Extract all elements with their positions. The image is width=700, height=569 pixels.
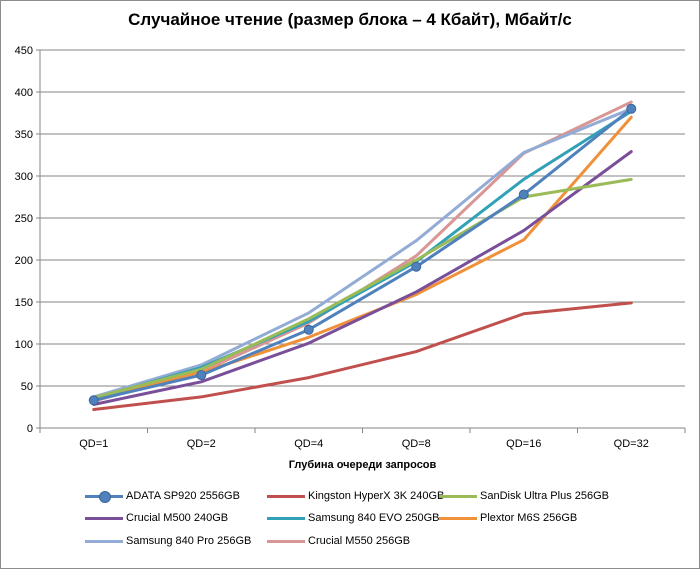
x-tick-label: QD=32 <box>614 438 649 450</box>
series-line <box>92 107 633 402</box>
series-line <box>92 115 633 401</box>
series-line <box>92 150 633 406</box>
y-tick-label: 100 <box>15 339 33 351</box>
y-tick-label: 400 <box>15 87 33 99</box>
series-line <box>92 301 633 412</box>
series-line <box>92 109 633 401</box>
series-point <box>88 395 99 406</box>
y-tick-label: 450 <box>15 45 33 57</box>
chart-title: Случайное чтение (размер блока – 4 Кбайт… <box>128 10 572 29</box>
x-tick-label: QD=2 <box>187 438 216 450</box>
series-line <box>92 100 633 403</box>
x-tick-label: QD=1 <box>79 438 108 450</box>
series-point <box>518 189 529 200</box>
series-point <box>303 324 314 335</box>
series-line <box>92 107 633 399</box>
x-tick-label: QD=16 <box>506 438 541 450</box>
x-axis-title: Глубина очереди запросов <box>288 459 437 471</box>
x-tick-label: QD=4 <box>294 438 323 450</box>
series-line <box>92 177 633 400</box>
x-tick-label: QD=8 <box>402 438 431 450</box>
y-tick-label: 350 <box>15 129 33 141</box>
series-point <box>196 370 207 381</box>
y-tick-label: 150 <box>15 297 33 309</box>
y-tick-label: 50 <box>21 381 33 393</box>
series-point <box>411 261 422 272</box>
y-tick-label: 0 <box>27 423 33 435</box>
y-tick-label: 300 <box>15 171 33 183</box>
y-tick-label: 200 <box>15 255 33 267</box>
y-tick-label: 250 <box>15 213 33 225</box>
series-point <box>626 103 637 114</box>
